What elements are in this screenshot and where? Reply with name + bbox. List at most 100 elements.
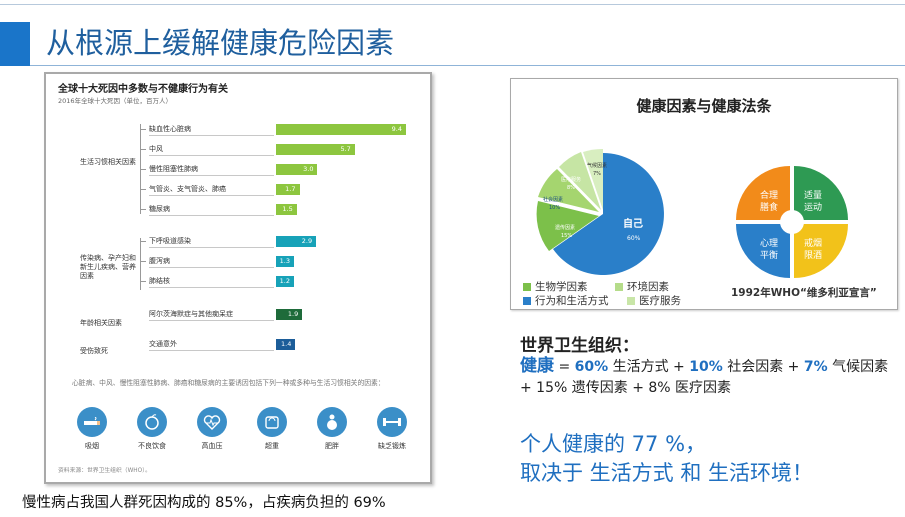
pie-pct-bio: 15%	[561, 233, 572, 239]
risk-label: 吸烟	[85, 442, 99, 450]
row-tick	[140, 169, 146, 170]
risk-label: 缺乏锻炼	[378, 442, 406, 450]
bar-category-label: 糖尿病	[149, 202, 274, 216]
apple-icon	[137, 407, 167, 437]
quadrant-label-exercise: 适量	[804, 190, 822, 201]
bar-3: 3.0	[276, 164, 318, 175]
quadrant-diet	[736, 166, 790, 220]
row-tick	[140, 209, 146, 210]
pie-slice-self	[553, 153, 664, 275]
chart-subtitle: 2016年全球十大死因（单位，百万人）	[58, 97, 173, 105]
risk-smoking: 吸烟	[70, 407, 114, 451]
group-label-lifestyle: 生活习惯相关因素	[80, 158, 136, 166]
pie-slice-env	[583, 148, 603, 210]
pie-label-env: 气候因素	[587, 162, 607, 169]
bar-category-label: 中风	[149, 142, 274, 156]
four-cornerstones-diagram: 合理 膳食 适量 运动 心理 平衡 戒烟 限酒	[736, 166, 848, 278]
risk-label: 超重	[265, 442, 279, 450]
risk-label: 不良饮食	[138, 442, 166, 450]
legend-behavior: 行为和生活方式	[523, 293, 609, 308]
svg-text:膳食: 膳食	[760, 201, 778, 213]
bar-2: 5.7	[276, 144, 355, 155]
group-label-injury: 受伤致死	[80, 347, 108, 355]
scale-icon	[257, 407, 287, 437]
health-factors-pie: 自己 60% 遗传因素 15% 社会因素 10% 医疗服务 8% 气候因素 7%…	[536, 148, 848, 278]
heart-pulse-icon	[197, 407, 227, 437]
bar-1: 9.4	[276, 124, 406, 135]
pie-label-self: 自己	[623, 217, 643, 230]
quadrant-exercise	[794, 166, 848, 220]
row-tick	[140, 189, 146, 190]
chart-note: 心脏病、中风、慢性阻塞性肺病、肺癌和糖尿病的主要诱因包括下列一种或多种与生活习惯…	[72, 379, 385, 387]
risk-overweight: 超重	[250, 407, 294, 451]
quadrant-mental	[736, 224, 790, 278]
bar-category-label: 肺结核	[149, 274, 274, 288]
bar-10: 1.4	[276, 339, 296, 350]
legend-med: 医疗服务	[627, 293, 681, 308]
legend-bio: 生物学因素	[523, 279, 588, 294]
who-heading: 世界卫生组织：	[520, 336, 639, 356]
legend-env: 环境因素	[615, 279, 669, 294]
bar-5: 1.5	[276, 204, 297, 215]
risk-obesity: 肥胖	[310, 407, 354, 451]
title-underline	[30, 65, 905, 66]
left-chart-card: 全球十大死因中多数与不健康行为有关 2016年全球十大死因（单位，百万人） 生活…	[44, 72, 432, 484]
bar-6: 2.9	[276, 236, 317, 247]
row-tick	[140, 241, 146, 242]
bar-category-label: 缺血性心脏病	[149, 122, 274, 136]
bar-category-label: 交通意外	[149, 337, 274, 351]
group-label-infectious: 传染病、孕产妇和新生儿疾病、营养因素	[80, 254, 136, 280]
svg-text:平衡: 平衡	[760, 249, 778, 261]
group-bracket	[140, 238, 141, 290]
risk-label: 肥胖	[325, 442, 339, 450]
pie-pct-self: 60%	[627, 235, 641, 242]
person-icon	[317, 407, 347, 437]
risk-label: 高血压	[201, 442, 223, 450]
row-tick	[140, 149, 146, 150]
top-border-line	[0, 4, 905, 5]
quadrant-label-mental: 心理	[760, 238, 778, 249]
bar-8: 1.2	[276, 276, 294, 287]
risk-inactivity: 缺乏锻炼	[370, 407, 414, 451]
bar-4: 1.7	[276, 184, 300, 195]
pie-pct-env: 7%	[593, 171, 601, 177]
risk-bad-diet: 不良饮食	[130, 407, 174, 451]
dumbbell-icon	[377, 407, 407, 437]
pie-slice-med	[559, 152, 601, 210]
bar-category-label: 阿尔茨海默症与其他痴呆症	[149, 307, 274, 321]
pie-label-bio: 遗传因素	[555, 224, 575, 231]
row-tick	[140, 281, 146, 282]
pie-slice-social	[538, 169, 599, 212]
cigarette-icon	[77, 407, 107, 437]
bar-category-label: 气管炎、支气管炎、肺癌	[149, 182, 274, 196]
title-accent-block	[0, 22, 30, 66]
svg-text:限酒: 限酒	[804, 250, 822, 261]
pie-label-med: 医疗服务	[561, 176, 581, 183]
quadrant-label-diet: 合理	[760, 189, 778, 201]
who-declaration-caption: 1992年WHO“维多利亚宣言”	[731, 287, 877, 299]
conclusion-text: 个人健康的 77 %， 取决于 生活方式 和 生活环境！	[520, 432, 814, 485]
who-formula: 健康 = 60% 生活方式 + 10% 社会因素 + 7% 气候因素 + 15%…	[520, 356, 889, 396]
bar-category-label: 腹泻病	[149, 254, 274, 268]
pie-pct-social: 10%	[549, 205, 560, 211]
bar-7: 1.3	[276, 256, 294, 267]
svg-text:运动: 运动	[804, 202, 822, 213]
quadrant-nosmoke	[794, 224, 848, 278]
health-factors-figure: 健康因素与健康法条 自己 60% 遗传因素 15% 社会因素 10% 医疗服务 …	[510, 78, 898, 310]
bottom-caption: 慢性病占我国人群死因构成的 85%，占疾病负担的 69%	[22, 495, 386, 511]
group-label-age: 年龄相关因素	[80, 319, 122, 327]
risk-hypertension: 高血压	[190, 407, 234, 451]
chart-title: 全球十大死因中多数与不健康行为有关	[58, 84, 228, 95]
chart-source: 资料来源：世界卫生组织（WHO）。	[58, 468, 151, 474]
bar-category-label: 慢性阻塞性肺病	[149, 162, 274, 176]
bar-category-label: 下呼吸道感染	[149, 234, 274, 248]
slide-title: 从根源上缓解健康危险因素	[46, 26, 395, 60]
quadrant-label-nosmoke: 戒烟	[804, 237, 822, 249]
pie-label-social: 社会因素	[543, 196, 563, 203]
figure-title: 健康因素与健康法条	[636, 97, 772, 115]
pie-slice-bio	[536, 201, 599, 251]
row-tick	[140, 129, 146, 130]
pie-pct-med: 8%	[567, 185, 575, 191]
row-tick	[140, 261, 146, 262]
bar-9: 1.9	[276, 309, 303, 320]
